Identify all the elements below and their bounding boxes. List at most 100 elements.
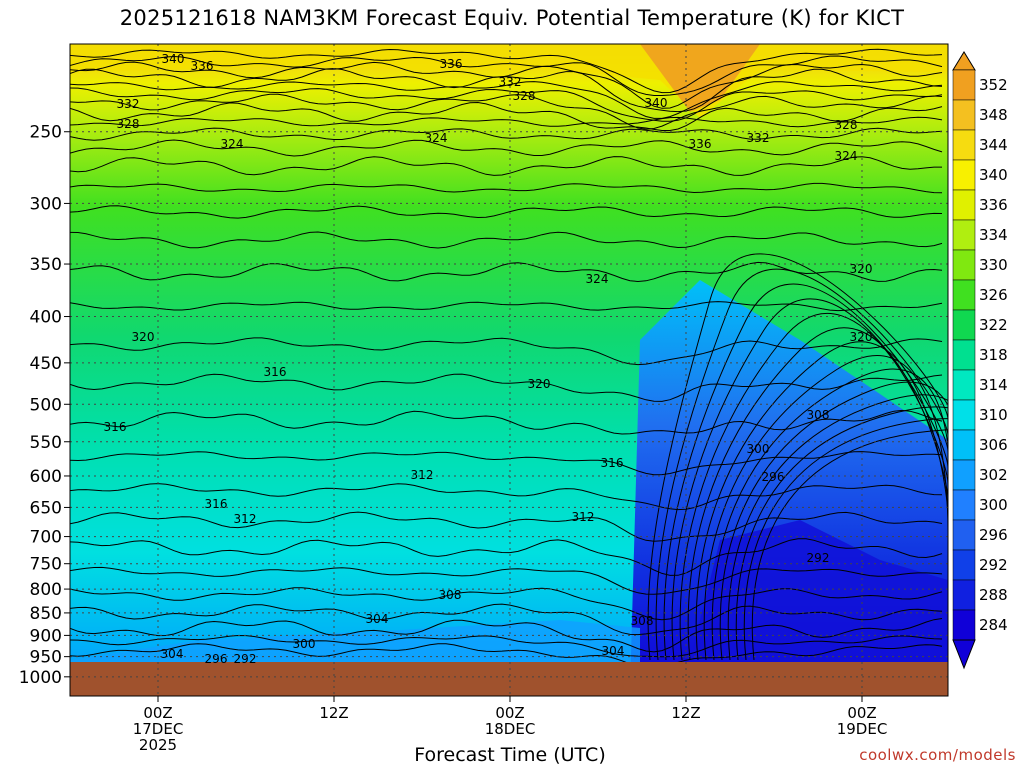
contour-label: 320 (132, 330, 155, 344)
colorbar: 352 348 344 340 336 334 330 326 322 318 314 310 306 3… (952, 51, 1008, 670)
x-tick-label: 2025 (139, 736, 177, 754)
contour-line (751, 429, 948, 661)
colorbar-swatch (952, 579, 976, 611)
colorbar-tick-label: 330 (979, 256, 1008, 274)
colorbar-tick-label: 284 (979, 616, 1008, 634)
contour-label: 332 (499, 75, 522, 89)
contour-line (70, 127, 943, 141)
colorbar-swatch (952, 549, 976, 581)
x-tick-label: 00Z (143, 704, 172, 722)
contour-line (70, 587, 943, 621)
colorbar-bottom-arrow (952, 639, 976, 670)
y-tick-label: 450 (30, 354, 62, 374)
colorbar-swatch (952, 519, 976, 551)
contour-lines (70, 48, 948, 669)
colorbar-swatch (952, 189, 976, 221)
contour-line (70, 81, 943, 119)
contour-line (70, 55, 943, 96)
colorbar-swatch (952, 339, 976, 371)
colorbar-swatch (952, 609, 976, 641)
contour-line (695, 341, 948, 661)
contour-label: 316 (601, 456, 624, 470)
contour-line (70, 156, 942, 176)
contour-line (703, 355, 948, 661)
contour-label: 300 (747, 442, 770, 456)
contour-line (70, 409, 943, 435)
contour-line (671, 298, 948, 661)
contour-line (743, 418, 948, 661)
contour-line (70, 67, 943, 113)
contour-line (70, 603, 943, 636)
contour-line (70, 483, 943, 511)
credit-text: coolwx.com/models (859, 746, 1016, 764)
colorbar-tick-label: 288 (979, 586, 1008, 604)
x-tick-label: 12Z (319, 704, 348, 722)
colorbar-tick-label: 292 (979, 556, 1008, 574)
contour-label: 332 (117, 97, 140, 111)
colorbar-tick-label: 334 (979, 226, 1008, 244)
colorbar-swatch (952, 99, 976, 131)
contour-label: 308 (631, 614, 654, 628)
contour-line (735, 406, 948, 661)
contour-label: 320 (850, 330, 873, 344)
contour-label: 300 (293, 637, 316, 651)
x-axis-label: Forecast Time (UTC) (414, 744, 606, 766)
y-tick-label: 350 (30, 255, 62, 275)
colorbar-tick-label: 336 (979, 196, 1008, 214)
y-tick-label: 800 (30, 580, 62, 600)
y-tick-label: 750 (30, 555, 62, 575)
contour-label: 324 (425, 131, 448, 145)
contour-label: 296 (205, 652, 228, 666)
contour-label: 292 (807, 551, 830, 565)
contour-label: 304 (602, 644, 625, 658)
contour-line (70, 618, 943, 653)
colorbar-swatch (952, 279, 976, 311)
contour-label: 336 (689, 137, 712, 151)
plot-frame (69, 43, 949, 697)
contour-label: 332 (747, 131, 770, 145)
colorbar-tick-label: 318 (979, 346, 1008, 364)
contour-label: 312 (234, 512, 257, 526)
chart-title: 2025121618 NAM3KM Forecast Equiv. Potent… (119, 6, 905, 30)
y-tick-label: 500 (30, 395, 62, 415)
colorbar-swatch (952, 399, 976, 431)
contour-label: 304 (161, 647, 184, 661)
y-tick-label: 550 (30, 433, 62, 453)
contour-label: 336 (440, 57, 463, 71)
contour-line (70, 182, 943, 194)
colorbar-swatch (952, 219, 976, 251)
x-tick-label: 00Z (847, 704, 876, 722)
colorbar-tick-label: 302 (979, 466, 1008, 484)
colorbar-swatch (952, 309, 976, 341)
contour-line (70, 139, 943, 157)
contour-line (70, 451, 943, 476)
y-tick-label: 400 (30, 308, 62, 328)
contour-label: 324 (835, 149, 858, 163)
colorbar-tick-label: 352 (979, 76, 1008, 94)
y-tick-label: 1000 (19, 668, 62, 688)
y-tick-label: 700 (30, 528, 62, 548)
contour-line (70, 511, 943, 542)
contour-line (70, 566, 943, 595)
contour-line (70, 205, 943, 219)
contour-line (719, 381, 948, 661)
colorbar-tick-label: 322 (979, 316, 1008, 334)
contour-label: 328 (835, 118, 858, 132)
contour-line (70, 634, 943, 658)
contour-label: 312 (572, 510, 595, 524)
y-tick-label: 650 (30, 498, 62, 518)
contour-line (70, 87, 943, 122)
colorbar-swatch (952, 489, 976, 521)
contour-label: 292 (234, 652, 257, 666)
contour-label: 328 (117, 117, 140, 131)
contour-label: 336 (191, 59, 214, 73)
colorbar-swatch (952, 69, 976, 101)
contour-label: 328 (513, 89, 536, 103)
colorbar-tick-label: 310 (979, 406, 1008, 424)
contour-label: 340 (162, 52, 185, 66)
contour-label: 308 (807, 408, 830, 422)
x-tick-label: 19DEC (837, 720, 888, 738)
contour-label: 320 (528, 377, 551, 391)
x-tick-label: 12Z (671, 704, 700, 722)
